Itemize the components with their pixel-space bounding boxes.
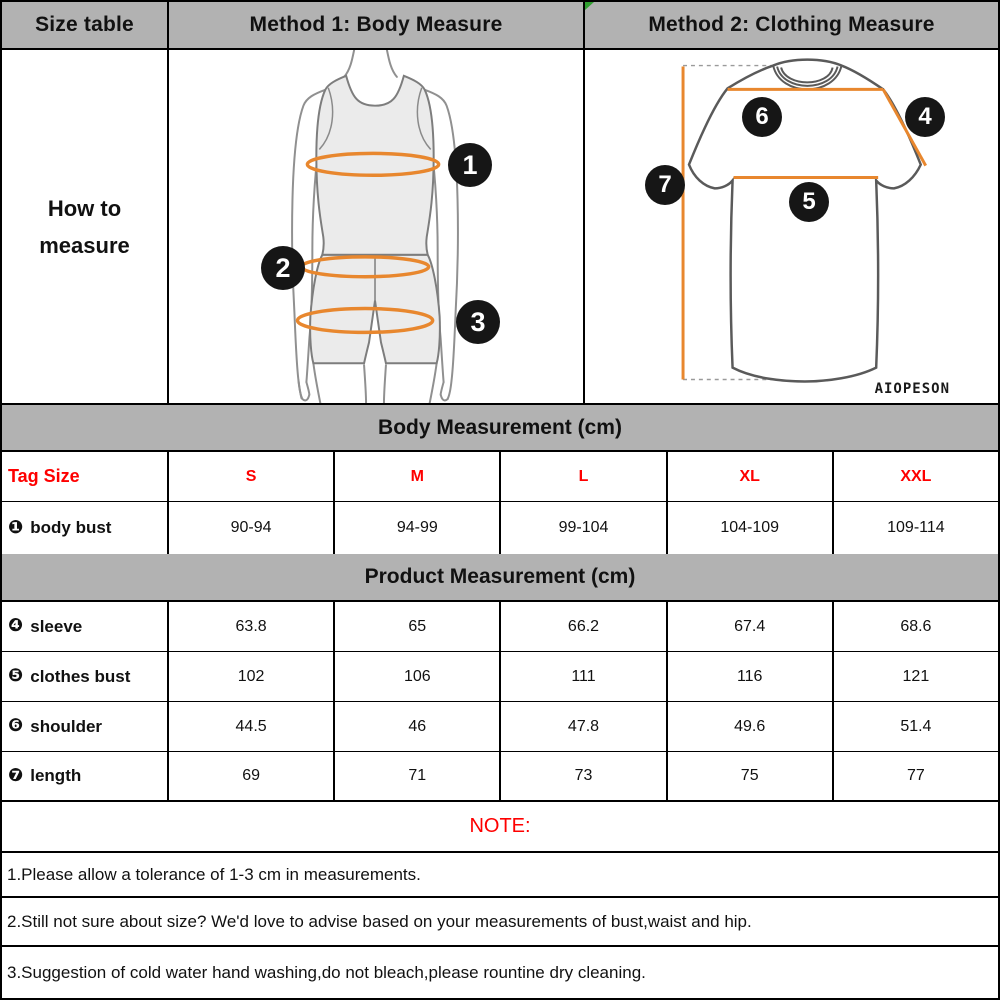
circled-7-icon: ❼ [8,764,24,785]
table-row-shoulder: ❻ shoulder 44.5 46 47.8 49.6 51.4 [2,702,998,752]
tag-size-label: Tag Size [8,466,80,486]
cell-value: 44.5 [167,702,333,751]
cell-value: 71 [333,752,499,800]
table-row-clothes-bust: ❺ clothes bust 102 106 111 116 121 [2,652,998,702]
how-to-line1: How to [47,195,122,221]
cell-value: 69 [167,752,333,800]
brand-logo: AIOPESON [874,381,950,397]
size-col-m: M [333,452,499,501]
hip-tape [295,306,435,335]
size-col-xxl: XXL [831,452,998,501]
cell-value: 66.2 [499,602,665,651]
marker-3-hip: 3 [456,300,500,344]
cell-value: 102 [167,652,333,701]
note-item-1: 1.Please allow a tolerance of 1-3 cm in … [2,853,998,898]
body-figure-icon [291,50,459,403]
cell-value: 109-114 [831,502,998,554]
how-to-measure-label: How to measure [2,50,167,403]
header-size-table: Size table [2,2,167,48]
header-method1: Method 1: Body Measure [167,2,583,48]
body-measurement-title: Body Measurement (cm) [2,405,998,452]
cell-value: 77 [831,752,998,800]
marker-2-waist: 2 [261,246,305,290]
cell-value: 116 [665,652,832,701]
illustration-row: How to measure [2,50,998,405]
product-measurement-title: Product Measurement (cm) [2,554,998,602]
green-corner-marker [585,2,594,10]
circled-5-icon: ❺ [8,665,24,685]
header-method2-label: Method 2: Clothing Measure [648,13,935,36]
shorts-shape [309,253,441,365]
size-col-l: L [499,452,665,501]
cell-value: 94-99 [333,502,499,554]
cell-value: 51.4 [831,702,998,751]
marker-6-shoulder: 6 [742,97,782,137]
cell-value: 73 [499,752,665,800]
chest-tape [305,151,441,178]
row-label: ❺ clothes bust [8,665,131,686]
marker-7-length: 7 [645,165,685,205]
cell-value: 111 [499,652,665,701]
cell-value: 47.8 [499,702,665,751]
table-row-body-bust: ❶ body bust 90-94 94-99 99-104 104-109 1… [2,502,998,554]
circled-4-icon: ❹ [8,615,24,635]
header-method2: Method 2: Clothing Measure [583,2,998,48]
marker-5-clothes-bust: 5 [789,182,829,222]
size-header-row: Tag Size S M L XL XXL [2,452,998,502]
marker-1-body-bust: 1 [448,143,492,187]
note-item-3: 3.Suggestion of cold water hand washing,… [7,962,646,982]
cell-value: 121 [831,652,998,701]
cell-value: 65 [333,602,499,651]
circled-1-icon: ❶ [8,516,24,537]
measure-lines [727,87,927,179]
cell-value: 104-109 [665,502,832,554]
size-col-s: S [167,452,333,501]
cell-value: 49.6 [665,702,832,751]
cell-value: 75 [665,752,832,800]
cell-value: 106 [333,652,499,701]
tank-top-shape [315,74,435,256]
table-row-sleeve: ❹ sleeve 63.8 65 66.2 67.4 68.6 [2,602,998,652]
top-header-row: Size table Method 1: Body Measure Method… [2,2,998,50]
body-measure-illustration: 1 2 3 [167,50,583,403]
circled-6-icon: ❻ [8,715,24,735]
cell-value: 67.4 [665,602,832,651]
note-item-2: 2.Still not sure about size? We'd love t… [2,898,998,947]
note-title: NOTE: [2,800,998,853]
row-label: ❶ body bust [8,516,112,538]
clothing-measure-illustration: 6 4 7 5 AIOPESON [583,50,998,403]
row-label: ❹ sleeve [8,615,83,636]
size-col-xl: XL [665,452,832,501]
sleeve-line [881,88,927,167]
cell-value: 63.8 [167,602,333,651]
cell-value: 99-104 [499,502,665,554]
how-to-line2: measure [39,232,130,258]
cell-value: 68.6 [831,602,998,651]
marker-4-sleeve: 4 [905,97,945,137]
cell-value: 46 [333,702,499,751]
row-label: ❻ shoulder [8,715,103,736]
row-label: ❼ length [8,764,82,786]
cell-value: 90-94 [167,502,333,554]
table-row-length: ❼ length 69 71 73 75 77 [2,752,998,800]
